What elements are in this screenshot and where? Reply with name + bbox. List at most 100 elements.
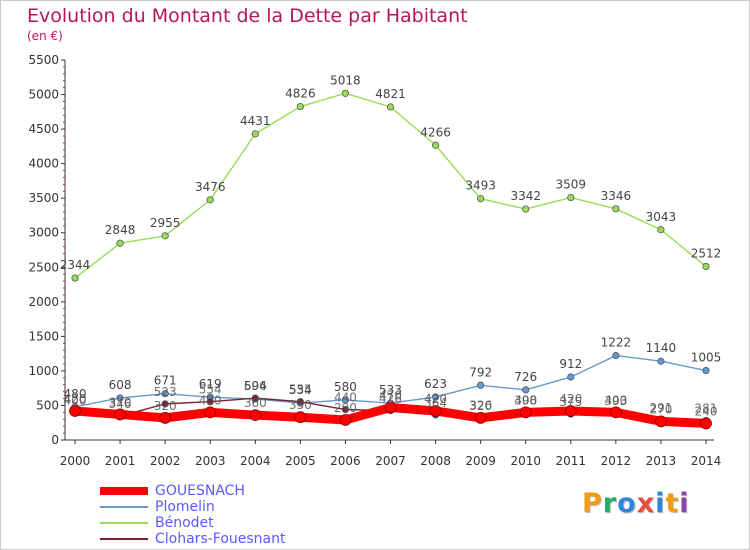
data-label-clohars-fouesnant: 554 — [199, 383, 222, 397]
x-tick-label: 2007 — [375, 454, 406, 468]
data-point-plomelin — [431, 393, 440, 401]
data-point-benodet — [71, 274, 79, 282]
y-tick-label: 3000 — [28, 226, 59, 240]
data-label-benodet: 3509 — [556, 178, 587, 192]
legend-label-plomelin: Plomelin — [155, 499, 215, 515]
y-tick-label: 5500 — [28, 53, 59, 67]
data-point-benodet — [161, 232, 169, 240]
data-point-gouesnach — [159, 411, 172, 424]
data-point-benodet — [657, 226, 665, 234]
data-label-plomelin: 608 — [109, 378, 132, 392]
x-tick-label: 2009 — [465, 454, 496, 468]
data-point-gouesnach — [429, 405, 442, 417]
data-label-clohars-fouesnant: 326 — [469, 398, 492, 412]
data-point-benodet — [296, 102, 304, 111]
y-tick-label: 500 — [36, 398, 59, 412]
data-label-plomelin: 480 — [64, 387, 87, 401]
data-point-gouesnach — [519, 406, 532, 419]
data-label-plomelin: 533 — [379, 383, 402, 397]
data-label-gouesnach: 420 — [559, 392, 582, 406]
y-tick-label: 3500 — [28, 191, 59, 205]
data-point-gouesnach — [69, 405, 81, 417]
x-tick-label: 2008 — [420, 454, 451, 468]
data-point-plomelin — [477, 381, 485, 389]
x-tick-label: 2003 — [195, 454, 226, 468]
data-label-plomelin: 671 — [154, 374, 177, 388]
series-line-benodet — [74, 92, 707, 279]
data-label-clohars-fouesnant: 606 — [244, 379, 267, 393]
logo-letter-4: i — [655, 488, 666, 519]
y-tick-label: 4500 — [28, 122, 59, 136]
data-label-benodet: 4826 — [285, 87, 316, 101]
data-point-clohars-fouesnant — [206, 398, 214, 406]
data-label-clohars-fouesnant: 426 — [379, 392, 402, 406]
data-point-benodet — [612, 205, 620, 213]
data-label-benodet: 2848 — [105, 223, 136, 237]
y-tick-label: 2000 — [28, 295, 59, 309]
data-label-gouesnach: 360 — [244, 396, 267, 410]
legend-swatch-benodet — [100, 522, 148, 524]
logo-letter-3: x — [636, 488, 656, 519]
data-point-gouesnach — [204, 406, 217, 419]
data-label-benodet: 3493 — [465, 179, 496, 193]
data-point-clohars-fouesnant — [341, 405, 350, 414]
x-tick-label: 2012 — [601, 454, 632, 468]
data-point-plomelin — [522, 386, 530, 394]
data-label-benodet: 5018 — [330, 73, 361, 87]
data-label-gouesnach: 420 — [424, 392, 447, 406]
data-point-gouesnach — [655, 415, 667, 428]
data-point-plomelin — [116, 394, 124, 402]
data-point-benodet — [206, 196, 214, 204]
data-label-clohars-fouesnant: 555 — [289, 383, 312, 397]
y-tick-label: 5000 — [28, 88, 59, 102]
data-label-clohars-fouesnant: 400 — [64, 393, 87, 407]
logo-letter-6: i — [679, 488, 690, 519]
chart-title: Evolution du Montant de la Dette par Hab… — [27, 5, 468, 27]
data-label-clohars-fouesnant: 523 — [154, 385, 177, 399]
data-label-benodet: 4821 — [375, 87, 406, 101]
data-point-gouesnach — [564, 405, 577, 417]
x-tick-label: 2014 — [691, 454, 722, 468]
x-tick-label: 2002 — [150, 454, 181, 468]
x-tick-label: 2000 — [60, 454, 91, 468]
data-label-benodet: 3043 — [646, 210, 677, 224]
data-point-gouesnach — [700, 417, 712, 430]
legend-swatch-clohars-fouesnant — [100, 538, 148, 540]
data-point-benodet — [251, 130, 259, 138]
data-label-gouesnach: 420 — [64, 392, 87, 406]
data-point-benodet — [431, 141, 440, 149]
data-label-clohars-fouesnant: 364 — [424, 396, 447, 410]
data-point-gouesnach — [609, 406, 622, 419]
data-point-benodet — [567, 193, 575, 202]
data-point-gouesnach — [114, 408, 126, 421]
legend-label-benodet: Bénodet — [155, 515, 214, 531]
data-label-plomelin: 619 — [199, 377, 222, 391]
data-point-benodet — [477, 195, 485, 203]
data-label-clohars-fouesnant: 281 — [695, 402, 718, 416]
y-tick-label: 2500 — [28, 260, 59, 274]
data-label-gouesnach: 290 — [334, 401, 357, 415]
data-label-gouesnach: 320 — [154, 399, 177, 413]
logo-letter-2: o — [617, 488, 637, 519]
data-label-clohars-fouesnant: 291 — [649, 401, 672, 415]
data-label-plomelin: 534 — [289, 383, 312, 397]
data-point-gouesnach — [384, 401, 397, 414]
data-point-gouesnach — [474, 411, 487, 424]
data-point-plomelin — [161, 390, 169, 398]
data-point-plomelin — [657, 357, 665, 365]
x-tick-label: 2013 — [646, 454, 677, 468]
data-label-plomelin: 792 — [469, 365, 492, 379]
data-point-gouesnach — [249, 409, 262, 422]
data-point-benodet — [522, 205, 530, 213]
data-label-gouesnach: 400 — [199, 393, 222, 407]
data-label-benodet: 2344 — [60, 258, 91, 272]
data-label-gouesnach: 330 — [289, 398, 312, 412]
data-label-plomelin: 594 — [244, 379, 267, 393]
data-label-gouesnach: 400 — [604, 393, 627, 407]
data-label-gouesnach: 320 — [469, 399, 492, 413]
data-label-gouesnach: 270 — [649, 402, 672, 416]
data-label-benodet: 4266 — [420, 125, 451, 139]
data-label-plomelin: 1005 — [691, 351, 722, 365]
x-tick-label: 2005 — [285, 454, 316, 468]
